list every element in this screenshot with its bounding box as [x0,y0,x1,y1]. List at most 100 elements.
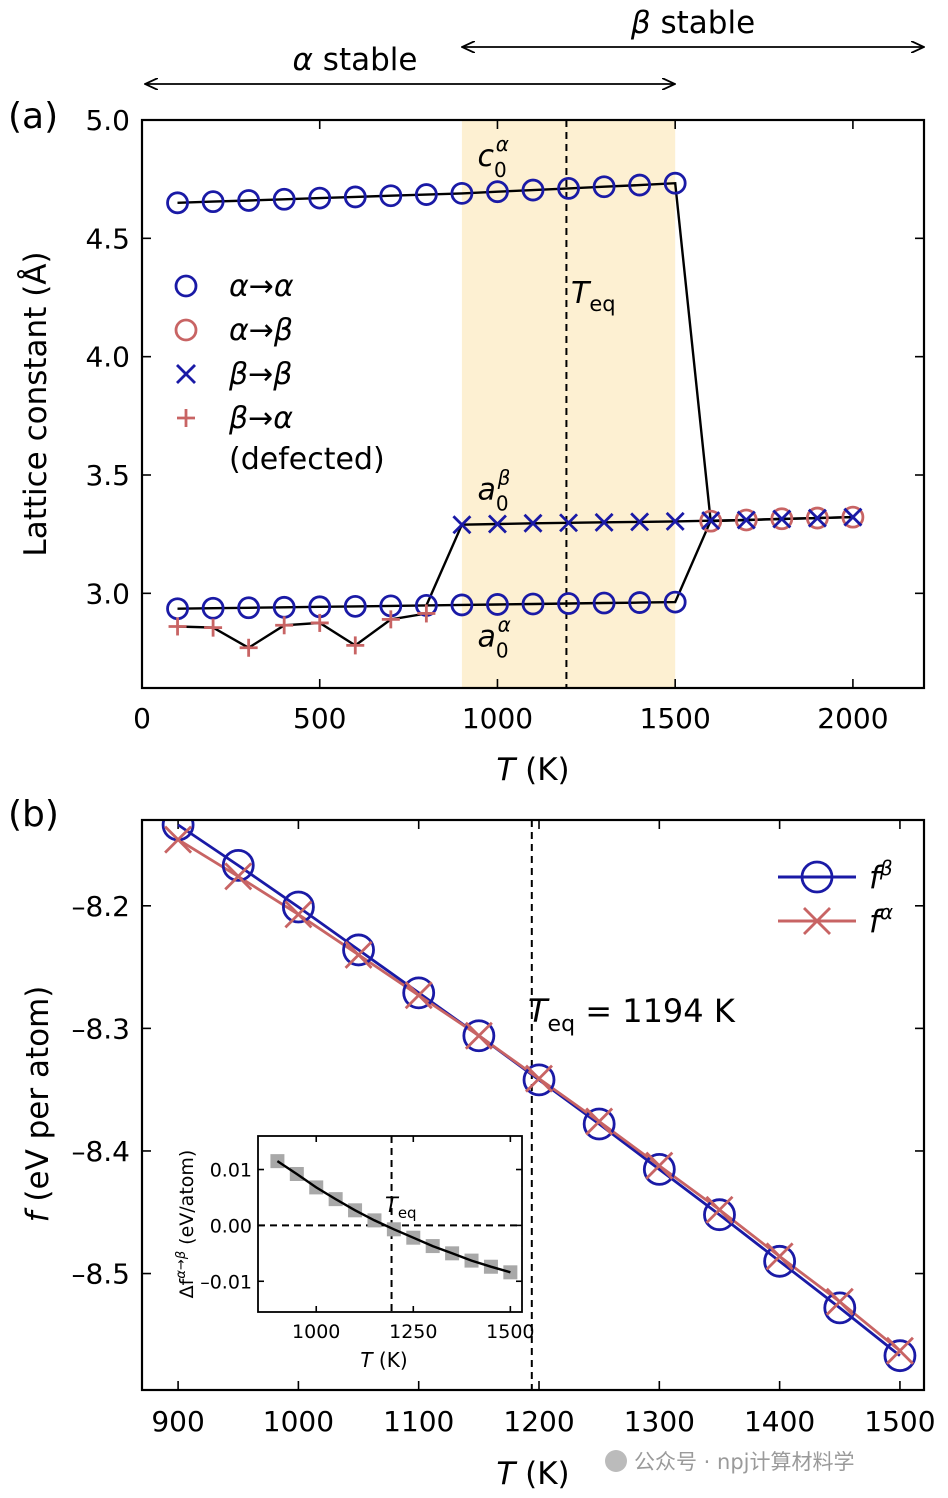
data-point [885,1336,914,1365]
data-point [765,1242,794,1271]
data-point [734,508,758,532]
data-point [462,1019,496,1053]
x-tick-label: 1300 [624,1405,695,1438]
y-tick-label: –8.4 [71,1135,130,1168]
data-point [592,591,616,615]
data-point [843,507,863,527]
data-point [628,173,652,197]
inset-fit-curve [276,1160,511,1274]
data-point [486,593,509,616]
data-point [522,1063,556,1097]
data-point [559,513,579,533]
data-point [343,594,367,618]
data-point [883,1339,917,1373]
data-point [770,507,794,531]
data-point [763,1244,797,1278]
data-point [204,618,223,637]
panel-a-ticks: 0 500 1000 1500 2000 3.0 3.5 4.0 4.5 5.0 [85,104,924,735]
legend-label: α→β [229,313,293,348]
panel-a-legend: α→α α→β β→β β→α [174,269,294,436]
data-point [379,184,403,208]
x-tick-label: 1100 [383,1405,454,1438]
data-point [701,511,721,531]
y-tick-label: –8.2 [71,890,130,923]
inset-chart: 1000 1250 1500 0.01 0.00 –0.01 Teq Δfα→β (eV/… [174,1135,535,1372]
panel-a-label: (a) [8,96,58,137]
annotation: a0β [477,466,510,516]
legend-marker [174,274,198,298]
data-point [823,1291,857,1325]
lattice-annotations: c0α a0β a0α [477,132,510,662]
panel-b: (b) 900 1000 1100 1200 1300 1400 1500 –8.2 –8.3 –… [8,794,936,1492]
legend-label: β→β [228,357,292,392]
data-point [237,189,261,212]
data-point [239,638,258,657]
svg-text:β stable: β stable [630,5,755,41]
legend-marker [174,318,198,342]
data-point [404,981,433,1010]
data-point [342,933,375,967]
watermark-text: 公众号 · npj计算材料学 [634,1450,855,1474]
data-point [343,185,367,209]
data-point [402,976,436,1010]
y-tick-label: 3.5 [85,459,130,492]
data-point [594,512,614,532]
data-point [417,604,436,623]
data-point [703,1198,736,1232]
annotation: c0α [477,132,508,182]
legend-marker [803,907,831,935]
legend-label: fβ [869,856,893,896]
panel-b-markers [161,820,917,1373]
data-point [705,1195,734,1224]
data-point [645,1151,674,1180]
data-point [201,596,225,620]
data-point [464,1021,493,1050]
data-point [275,616,294,635]
data-point [557,592,580,615]
legend-label: fα [869,900,893,940]
data-point [521,178,545,202]
panel-a-axes-frame [140,118,926,690]
legend-label: β→α [228,401,293,436]
data-point [450,181,474,205]
data-point [585,1107,614,1136]
wechat-icon [605,1450,627,1472]
data-point [166,191,189,215]
data-point [642,1152,676,1186]
inset-x-tick-label: 1000 [292,1321,340,1343]
data-point [825,1287,854,1316]
watermark: 公众号 · npj计算材料学 [605,1450,855,1474]
legend-marker [177,409,195,427]
x-tick-label: 0 [133,702,151,735]
beta-stable-arrow: β stable [462,5,924,47]
x-tick-label: 1200 [503,1405,574,1438]
data-point [272,187,296,211]
x-tick-label: 500 [293,702,346,735]
panel-b-ticks: 900 1000 1100 1200 1300 1400 1500 –8.2 –8.3 –8.4 –… [71,820,936,1438]
x-tick-label: 1400 [744,1405,815,1438]
panel-a-ylabel: Lattice constant (Å) [18,251,54,556]
annotation: a0α [477,612,510,662]
data-point [281,890,315,924]
data-point [487,514,507,534]
data-point [164,825,193,854]
beta-stable-sym: β [630,5,651,41]
inset-ylabel: Δfα→β (eV/atom) [174,1150,198,1299]
inset-x-tick-label: 1250 [389,1321,437,1343]
data-point [452,515,472,535]
data-point [699,509,723,533]
y-tick-label: –8.3 [71,1012,130,1045]
legend-defected-text: (defected) [229,442,385,477]
panel-a-xlabel: T (K) [496,752,569,788]
connector-line [177,612,427,650]
data-point [663,590,687,614]
inset-xlabel: T (K) [360,1348,407,1372]
panel-a-markers [166,171,865,657]
y-tick-label: 4.5 [85,222,130,255]
data-point [557,176,580,200]
data-point [841,505,865,529]
inset-teq-label: Teq [385,1193,417,1222]
x-tick-label: 1500 [864,1405,935,1438]
